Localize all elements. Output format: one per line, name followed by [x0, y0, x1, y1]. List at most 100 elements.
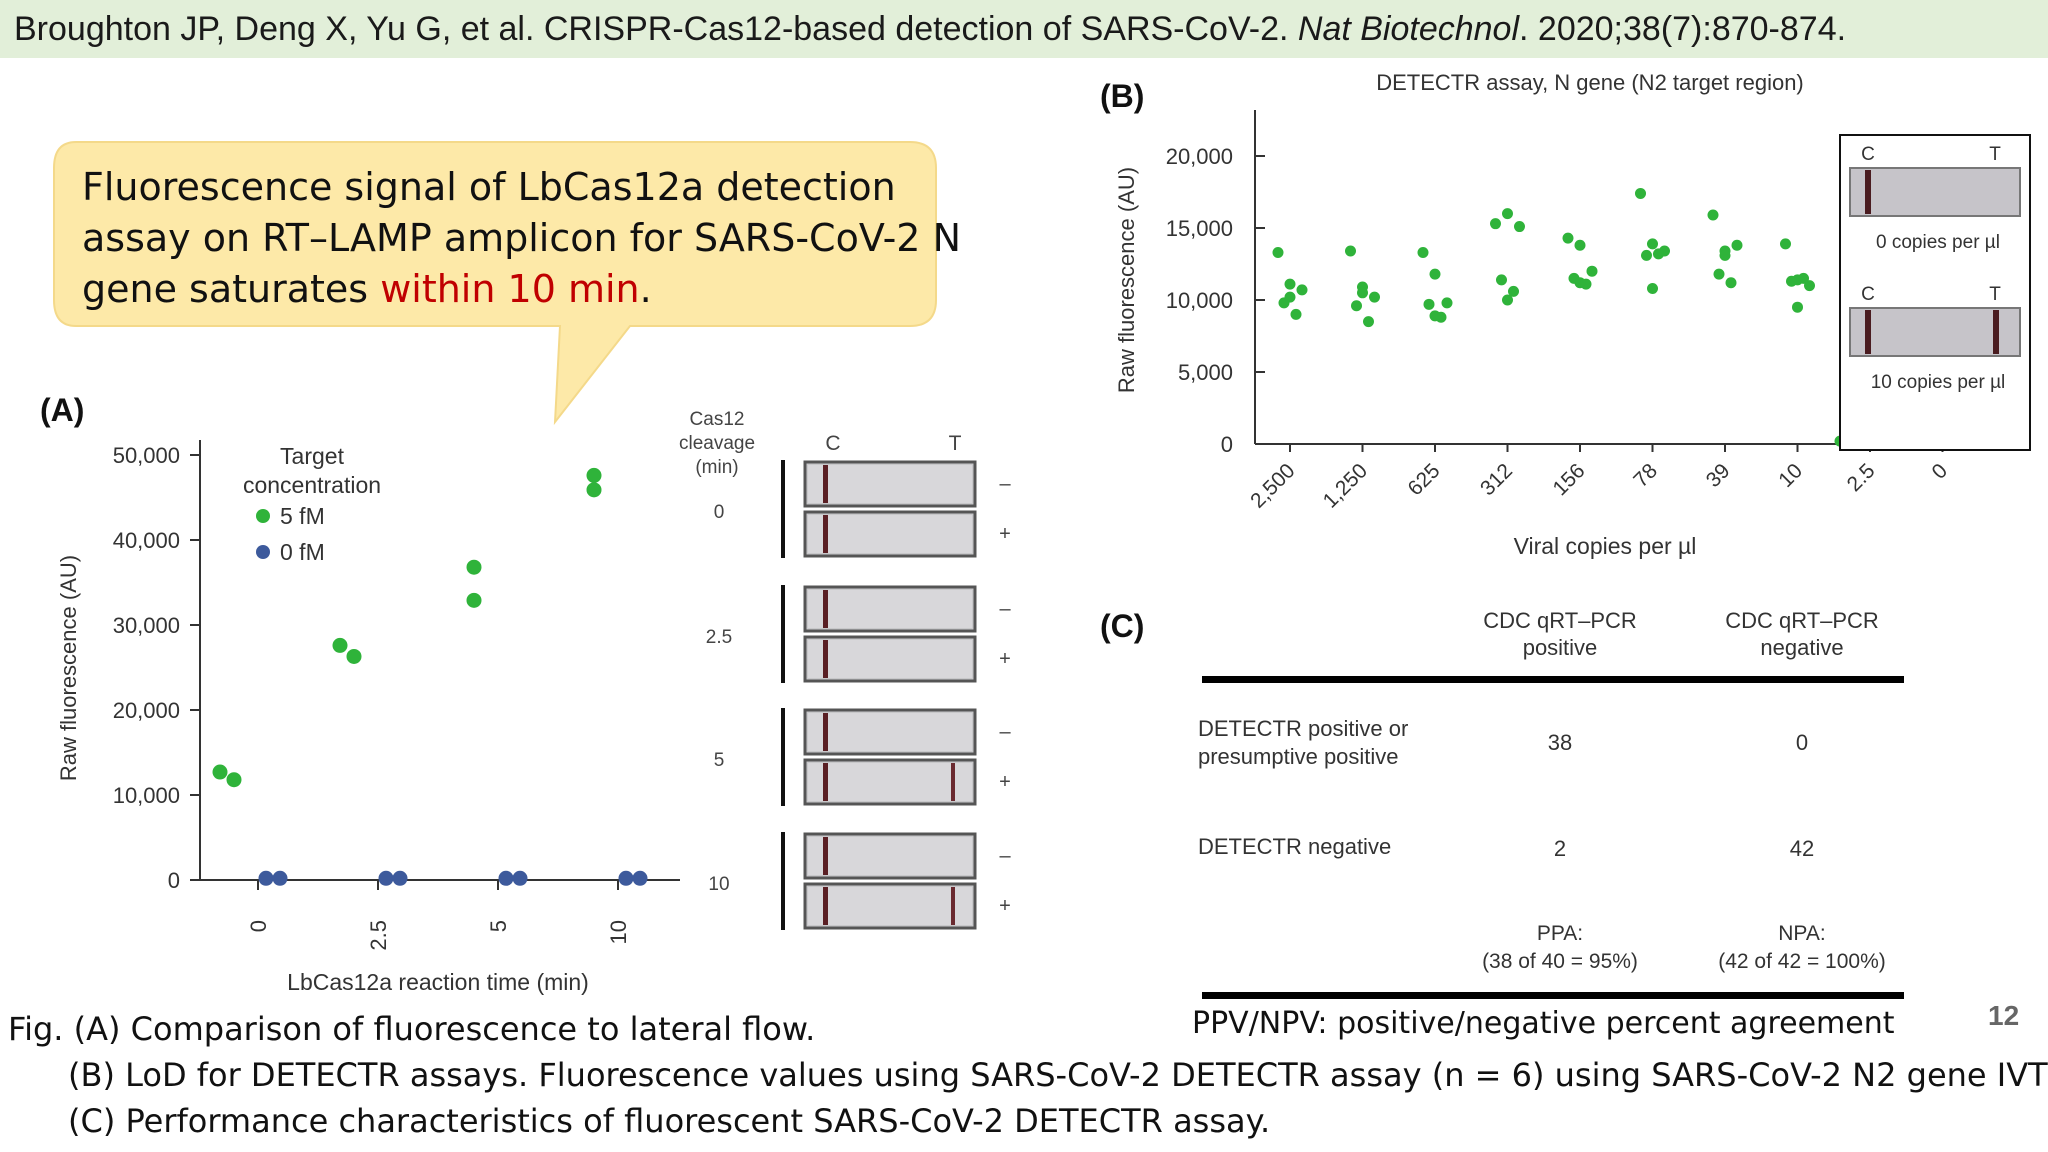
legend-label: 5 fM [280, 503, 325, 529]
lateral-header: cleavage [679, 433, 755, 454]
lateral-t-label: T [949, 432, 962, 455]
table-cell: 2 [1554, 836, 1566, 861]
x-axis-label: LbCas12a reaction time (min) [287, 969, 589, 995]
data-point [1490, 218, 1501, 230]
data-point [1502, 208, 1513, 220]
data-point [1574, 239, 1586, 251]
table-footer: PPA: [1537, 922, 1583, 945]
data-point [498, 870, 514, 886]
table-footer: (38 of 40 = 95%) [1482, 950, 1638, 973]
strip-window [808, 713, 972, 751]
control-line [823, 763, 828, 801]
x-tick-label: 156 [1548, 459, 1589, 500]
table-cell: 0 [1796, 730, 1808, 755]
x-tick-label: 2.5 [366, 920, 391, 951]
data-point [586, 482, 602, 498]
panel-label-a: (A) [40, 392, 85, 428]
data-point [586, 467, 602, 483]
data-point [1508, 285, 1519, 297]
panel-label-c: (C) [1100, 608, 1145, 644]
data-point [1804, 280, 1815, 292]
data-point [1780, 238, 1791, 250]
data-point [332, 637, 348, 653]
legend-label: 0 fM [280, 539, 325, 565]
data-point [1586, 265, 1598, 277]
x-tick-label: 78 [1629, 459, 1662, 492]
minus-label: – [999, 721, 1011, 743]
data-point [618, 870, 634, 886]
data-point [632, 870, 648, 886]
data-point [1713, 268, 1725, 280]
x-tick-label: 2.5 [1843, 459, 1880, 496]
data-point [1351, 300, 1362, 312]
callout-text-main: Fluorescence signal of LbCas12a detectio… [82, 165, 961, 311]
plus-label: + [999, 895, 1011, 917]
caption-line-1: Fig. (A) Comparison of fluorescence to l… [8, 1010, 816, 1048]
data-point [1357, 287, 1368, 299]
data-point [1363, 316, 1374, 328]
x-tick-label: 10 [606, 920, 631, 944]
lateral-time-label: 10 [708, 874, 729, 895]
table-row-label: DETECTR positive or [1198, 716, 1408, 741]
y-tick-label: 20,000 [1166, 144, 1233, 169]
control-line [823, 887, 828, 925]
data-point [1429, 268, 1441, 280]
strip-window [808, 763, 972, 801]
control-line [823, 837, 828, 875]
legend-title: concentration [243, 472, 381, 498]
control-line [1865, 310, 1871, 354]
data-point [1369, 291, 1380, 303]
y-tick-label: 10,000 [1166, 288, 1233, 313]
caption-line-2: (B) LoD for DETECTR assays. Fluorescence… [68, 1056, 2048, 1094]
caption-line-3: (C) Performance characteristics of fluor… [68, 1102, 1271, 1140]
data-point [1635, 187, 1646, 199]
data-point [1574, 277, 1586, 289]
lateral-time-label: 2.5 [706, 627, 732, 648]
y-tick-label: 30,000 [113, 613, 180, 638]
citation-text: Broughton JP, Deng X, Yu G, et al. CRISP… [14, 6, 2024, 52]
y-tick-label: 15,000 [1166, 216, 1233, 241]
legend-marker [256, 545, 270, 559]
legend-title: Target [280, 443, 345, 469]
table-row-label: DETECTR negative [1198, 834, 1391, 859]
y-tick-label: 20,000 [113, 698, 180, 723]
data-point [1345, 245, 1356, 257]
table-top-rule [1202, 676, 1904, 683]
data-point [1725, 277, 1737, 289]
callout-text: Fluorescence signal of LbCas12a detectio… [82, 162, 962, 315]
table-footer: (42 of 42 = 100%) [1718, 950, 1886, 973]
lateral-flow-panel: Cas12 cleavage (min) C T 0 – +2.5 – +5 – +10 – + [679, 409, 1011, 930]
control-line [823, 590, 828, 628]
y-tick-label: 5,000 [1178, 360, 1233, 385]
ppv-note: PPV/NPV: positive/negative percent agree… [1192, 1006, 1895, 1041]
inset-strip [1849, 167, 2021, 217]
x-tick-label: 0 [1928, 459, 1953, 484]
data-point [1272, 246, 1284, 258]
data-point [1284, 278, 1296, 290]
data-point [1719, 249, 1731, 261]
data-point [1296, 284, 1308, 296]
control-line [823, 640, 828, 678]
legend-marker [256, 509, 270, 523]
data-point [1792, 301, 1803, 313]
inset-c-label: C [1861, 144, 1875, 165]
table-footer: NPA: [1778, 922, 1825, 945]
callout-text-end: . [639, 267, 652, 311]
y-tick-label: 0 [1221, 432, 1233, 457]
data-point [466, 592, 482, 608]
data-point [512, 870, 528, 886]
x-axis-label: Viral copies per µl [1514, 533, 1697, 559]
callout-highlight: within 10 min [380, 267, 640, 311]
x-tick-label: 312 [1476, 459, 1517, 500]
chart-b-title: DETECTR assay, N gene (N2 target region) [1376, 70, 1804, 95]
minus-label: – [999, 845, 1011, 867]
strip-window [808, 590, 972, 628]
table-col-header: CDC qRT–PCR [1483, 608, 1637, 633]
chart-a: 0 10,000 20,000 30,000 40,000 50,000 0 2.5 5 10 Ra… [56, 440, 680, 995]
inset-c-label: C [1861, 284, 1875, 305]
y-axis-label: Raw fluorescence (AU) [56, 555, 81, 781]
x-tick-label: 0 [246, 920, 271, 932]
table-col-header: positive [1523, 635, 1598, 660]
inset-strip [1849, 307, 2021, 357]
